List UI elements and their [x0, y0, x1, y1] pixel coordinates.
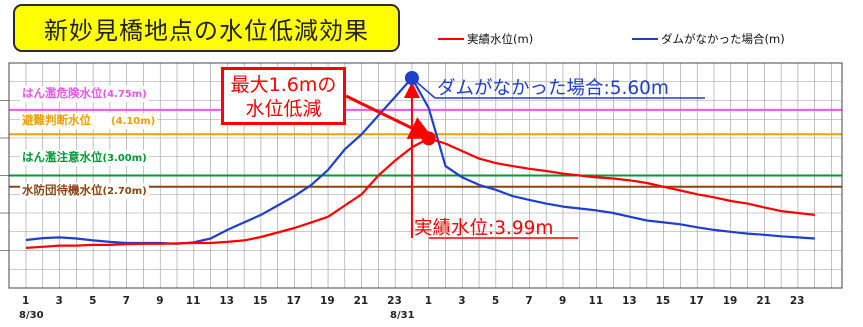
x-tick-label: 21 [353, 295, 369, 307]
no-dam-peak-marker [404, 71, 419, 85]
x-tick-label: 11 [588, 295, 604, 307]
x-tick-label: 19 [320, 295, 335, 307]
legend-label-actual: 実績水位(m) [467, 32, 534, 46]
x-tick-label: 1 [424, 295, 433, 307]
x-tick-label: 7 [525, 295, 533, 307]
annotation-arrows [345, 71, 705, 239]
no-dam-peak-annotation: ダムがなかった場合:5.60m [437, 78, 669, 99]
x-tick-label: 17 [689, 295, 704, 307]
callout-leader-arrow [345, 94, 434, 139]
x-tick-label: 11 [185, 295, 201, 307]
series-line-actual [25, 137, 815, 249]
callout-line-2: 水位低減 [245, 98, 322, 120]
x-tick-label: 15 [252, 295, 268, 307]
threshold-label-caution: はん濫注意水位(3.00m) [20, 150, 149, 166]
chart-title: 新妙見橋地点の水位低減効果 [13, 4, 400, 52]
x-tick-label: 21 [756, 295, 771, 307]
x-tick-label: 9 [156, 295, 164, 307]
x-tick-label: 9 [558, 295, 567, 307]
threshold-label-evacuation: 避難判断水位 (4.10m) [20, 113, 158, 129]
threshold-label-standby: 水防団待機水位(2.70m) [20, 183, 149, 199]
x-tick-label: 23 [387, 295, 402, 307]
legend-item-no-dam: ダムがなかった場合(m) [632, 31, 785, 47]
legend-swatch-no-dam [632, 37, 658, 41]
callout-line-1: 最大1.6mの [230, 74, 337, 96]
x-tick-label: 1 [22, 295, 30, 307]
x-tick-label: 5 [89, 295, 97, 307]
x-tick-label: 3 [458, 295, 466, 307]
series-lines [25, 76, 815, 249]
legend-swatch-actual [438, 37, 464, 41]
date-label-0831: 8/31 [390, 310, 415, 321]
x-tick-label: 23 [789, 295, 805, 307]
x-tick-label: 3 [55, 295, 63, 307]
x-tick-label: 17 [286, 295, 302, 307]
threshold-label-danger: はん濫危険水位(4.75m) [20, 86, 149, 102]
legend-label-no-dam: ダムがなかった場合(m) [661, 32, 785, 46]
actual-peak-annotation: 実績水位:3.99m [414, 218, 554, 239]
reduction-callout: 最大1.6mの 水位低減 [221, 67, 346, 125]
x-tick-label: 13 [622, 295, 637, 307]
x-tick-label: 5 [491, 295, 500, 307]
legend-item-actual: 実績水位(m) [438, 31, 533, 47]
plot-area-border [8, 62, 843, 289]
x-tick-label: 13 [219, 295, 234, 307]
x-tick-label: 7 [122, 295, 130, 307]
x-tick-label: 19 [722, 295, 738, 307]
actual-peak-marker [421, 131, 436, 146]
x-tick-label: 15 [655, 295, 671, 307]
date-label-0830: 8/30 [19, 310, 44, 321]
